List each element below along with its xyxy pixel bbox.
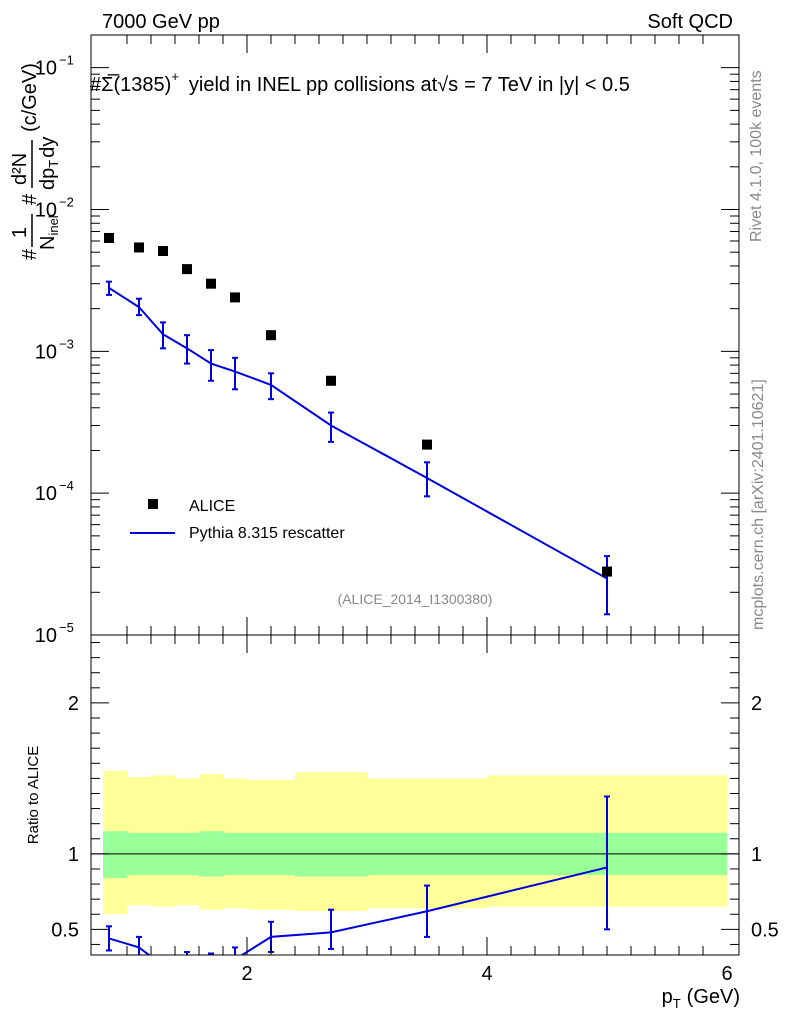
- title-energy: = 7 TeV in |y| < 0.5: [464, 74, 630, 96]
- alice-point: [422, 439, 432, 450]
- ratio-ticks: [91, 635, 739, 955]
- title-sqrt: √s: [437, 74, 458, 96]
- ylabel-units: (c/GeV): [19, 63, 41, 132]
- ratio-panel: 0.5 0.5 1 1 2 2 2 4 6 Ratio to ALICE pT (GeV): [25, 634, 779, 1011]
- ratio-y-tick-label-right: 2: [751, 693, 762, 715]
- ratio-y-tick-label: 1: [68, 844, 79, 866]
- header-right: Soft QCD: [647, 11, 733, 33]
- y-tick-label-exp: −4: [59, 478, 74, 493]
- y-tick-label: 10: [35, 483, 57, 505]
- main-panel-yticklabels: 10−110−210−310−410−5: [35, 53, 74, 647]
- alice-point: [206, 278, 216, 289]
- ylabel-hash2: #: [19, 193, 41, 205]
- y-tick-label: 10: [35, 341, 57, 363]
- ylabel-one: 1: [9, 227, 31, 238]
- ratio-y-tick-label-right: 0.5: [751, 919, 779, 941]
- ylabel-hash1: #: [19, 248, 41, 260]
- ratio-y-tick-label: 0.5: [51, 919, 79, 941]
- main-title: #Σ̅(1385)+ yield in INEL pp collisions at…: [90, 69, 630, 96]
- ratio-bands: [103, 770, 727, 915]
- title-charge: +: [171, 69, 179, 84]
- y-tick-label-exp: −5: [59, 620, 74, 635]
- y-tick-label: 10: [35, 200, 57, 222]
- ratio-x-tick-label: 2: [241, 963, 252, 985]
- green-band: [103, 831, 127, 879]
- alice-point: [158, 245, 168, 256]
- ratio-data: [106, 795, 610, 955]
- ratio-y-tick-label-right: 1: [751, 844, 762, 866]
- title-particle: #Σ̅(1385): [90, 73, 171, 96]
- ratio-x-tick-label: 4: [481, 963, 492, 985]
- legend-marker-alice: [148, 499, 158, 509]
- title-text: yield in INEL pp collisions at: [189, 74, 438, 96]
- mcplots-label: mcplots.cern.ch [arXiv:2401.10621]: [750, 379, 767, 630]
- ratio-ticklabels: 0.5 0.5 1 1 2 2 2 4 6: [51, 693, 779, 985]
- y-tick-label-exp: −3: [59, 336, 74, 351]
- alice-point: [230, 292, 240, 303]
- ratio-mc-line: [108, 866, 608, 955]
- alice-point: [266, 330, 276, 341]
- alice-point: [602, 566, 612, 577]
- header-left: 7000 GeV pp: [102, 11, 220, 33]
- y-tick-label: 10: [35, 625, 57, 647]
- rivet-label: Rivet 4.1.0, 100k events: [748, 70, 765, 242]
- alice-point: [104, 232, 114, 243]
- ylabel-ninel: Ninel: [37, 215, 61, 250]
- reference-label: (ALICE_2014_I1300380): [338, 591, 493, 607]
- svg-text:#: #: [19, 248, 41, 260]
- ylabel-dpt: dpTdy: [37, 137, 61, 190]
- main-panel-data: [104, 232, 612, 616]
- ratio-xlabel: pT (GeV): [662, 986, 740, 1011]
- ratio-ylabel: Ratio to ALICE: [25, 746, 42, 844]
- legend-label-alice: ALICE: [189, 498, 235, 515]
- alice-point: [134, 242, 144, 253]
- y-tick-label: 10: [35, 58, 57, 80]
- main-ylabel: # 1 Ninel # d²N dpTdy (c/GeV): [9, 63, 61, 260]
- alice-point: [182, 264, 192, 275]
- ratio-x-tick-label: 6: [721, 963, 732, 985]
- ratio-y-tick-label: 2: [68, 693, 79, 715]
- ylabel-dn: d²N: [9, 153, 31, 185]
- main-panel: 10−110−210−310−410−5 #Σ̅(1385)+ yield in …: [9, 34, 740, 647]
- y-tick-label-exp: −2: [59, 195, 74, 210]
- green-band: [295, 832, 367, 877]
- y-tick-label-exp: −1: [59, 53, 74, 68]
- legend-label-pythia: Pythia 8.315 rescatter: [189, 525, 345, 542]
- main-panel-ticks: [91, 35, 739, 636]
- mc-line: [108, 287, 608, 580]
- alice-point: [326, 375, 336, 386]
